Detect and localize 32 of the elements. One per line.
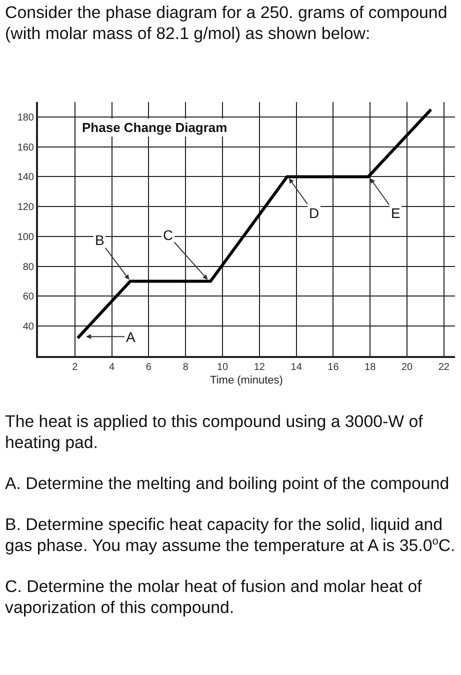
y-tick-label: 120 [17,202,34,214]
y-tick-label: 140 [17,172,34,184]
line-series [76,108,433,340]
x-tick-label: 16 [328,362,340,373]
x-tick-label: 4 [109,362,116,373]
annotation: B [95,232,104,248]
text: A. Determine the melting and boiling point of the compound [5,473,450,494]
y-tick-label: 160 [17,142,34,154]
text: Consider the phase diagram for a 250. grams of compound (with molar mass of 82.1 g/mol) as shown below: [5,2,448,44]
y-tick-label: 100 [17,232,34,243]
text: The heat is applied to this compound using a 3000-W of heating pad. [5,411,424,453]
x-tick-label: 20 [401,362,414,373]
y-tick-label: 80 [22,262,34,273]
y-tick-label: 60 [22,292,34,303]
x-axis-title: Time (minutes) [210,374,283,387]
x-tick-label: 18 [364,362,376,373]
text: B. Determine specific heat capacity for the solid, liquid and gas phase. You may assume the temperature at A is 35.0$^{o}$C. [5,514,456,556]
y-tick-label: 180 [17,112,34,124]
annotation: D [309,205,320,221]
x-tick-label: 6 [146,362,152,373]
x-tick-label: 12 [254,362,266,373]
x-tick-label: 8 [182,362,189,373]
y-tick-label: 40 [22,322,34,333]
x-tick-label: 10 [216,362,229,373]
x-tick-label: 2 [72,362,78,373]
text: Phase Change Diagram [82,120,228,135]
x-tick-label: 14 [290,362,302,373]
annotation: E [391,205,400,221]
annotation: A [126,329,136,345]
text: C. Determine the molar heat of fusion and molar heat of vaporization of this compound. [5,576,423,618]
x-tick-label: 22 [438,362,450,373]
annotation: C [163,227,174,243]
